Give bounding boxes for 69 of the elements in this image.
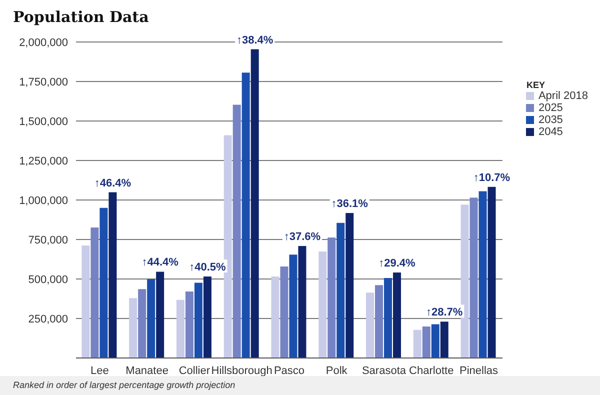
bar <box>129 298 138 358</box>
x-tick-label: Pinellas <box>459 364 499 377</box>
annotation: ↑38.4% <box>236 34 274 46</box>
bar <box>176 300 184 358</box>
bar <box>413 330 422 358</box>
bar <box>100 208 108 358</box>
bar <box>156 272 164 358</box>
legend-label: 2025 <box>537 102 564 114</box>
x-tick-label: Manatee <box>126 364 168 377</box>
x-tick-label: Hillsborough <box>211 364 272 377</box>
legend-title: KEY <box>526 80 546 90</box>
bar <box>431 324 440 358</box>
bar <box>138 289 146 358</box>
bar <box>203 276 212 358</box>
x-tick-label: Collier <box>178 364 210 377</box>
legend-label: 2035 <box>537 114 564 126</box>
y-tick-label: 1,750,000 <box>19 76 68 88</box>
bar <box>185 291 194 358</box>
annotation: ↑46.4% <box>94 177 132 190</box>
y-tick-label: 2,000,000 <box>19 36 68 49</box>
bar <box>224 135 232 358</box>
annotation: ↑28.7% <box>426 306 463 319</box>
bar <box>478 191 487 358</box>
bar <box>488 186 496 358</box>
bar <box>422 326 430 358</box>
x-tick-label: Charlotte <box>409 364 454 377</box>
bar <box>194 282 202 358</box>
bar <box>440 322 448 358</box>
x-tick-label: Pasco <box>274 364 305 377</box>
chart-title: Population Data <box>13 8 149 26</box>
x-tick-label: Lee <box>90 364 109 377</box>
annotation: ↑40.5% <box>189 261 226 274</box>
bar <box>392 272 401 358</box>
bar <box>336 222 345 358</box>
annotation: ↑36.1% <box>331 198 368 210</box>
bar <box>232 104 241 358</box>
bar <box>271 276 280 358</box>
bar <box>280 266 288 358</box>
bar <box>108 192 117 358</box>
x-tick-label: Polk <box>326 364 348 377</box>
y-tick-label: 500,000 <box>28 274 68 286</box>
y-tick-label: 1,000,000 <box>19 194 68 207</box>
bar <box>460 204 469 358</box>
annotation: ↑10.7% <box>473 172 510 184</box>
bar <box>384 278 392 358</box>
bar <box>90 227 99 358</box>
bar <box>250 49 259 358</box>
bar <box>318 252 327 358</box>
bar <box>328 237 336 358</box>
y-tick-label: 750,000 <box>28 234 68 246</box>
bar <box>374 285 383 358</box>
bar <box>366 292 374 358</box>
text: Ranked in order of largest percentage growth projection <box>12 379 236 390</box>
bar <box>289 254 298 358</box>
bar <box>147 279 156 358</box>
annotation: ↑37.6% <box>284 230 321 243</box>
bar <box>82 246 90 358</box>
bar <box>470 198 478 358</box>
bar <box>298 246 306 358</box>
annotation: ↑44.4% <box>142 256 179 269</box>
legend-label: April 2018 <box>537 90 588 102</box>
annotation: ↑29.4% <box>378 258 416 270</box>
bar <box>346 212 354 358</box>
y-tick-label: 1,500,000 <box>19 116 68 128</box>
y-tick-label: 250,000 <box>28 313 68 326</box>
x-tick-label: Sarasota <box>362 364 407 377</box>
y-tick-label: 1,250,000 <box>19 155 68 168</box>
legend-label: 2045 <box>537 126 564 138</box>
bar <box>242 72 250 358</box>
